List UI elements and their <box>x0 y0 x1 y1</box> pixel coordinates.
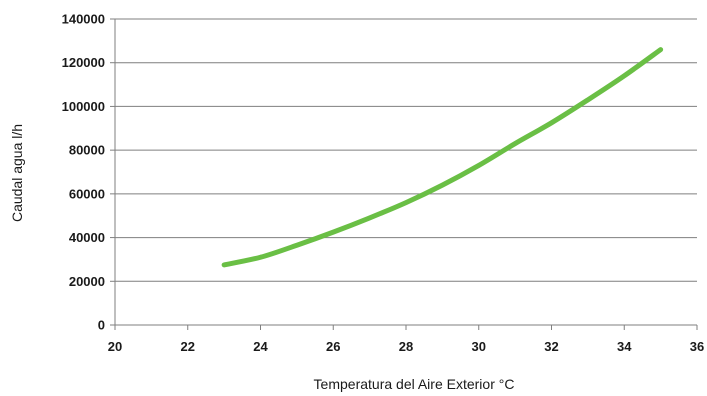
x-tick-label: 26 <box>326 339 340 354</box>
x-tick-label: 32 <box>544 339 558 354</box>
y-tick-label: 60000 <box>69 186 105 201</box>
x-tick-label: 22 <box>181 339 195 354</box>
x-tick-labels: 20 22 24 26 28 30 32 34 36 <box>108 339 704 354</box>
grid-lines <box>115 18 697 282</box>
y-axis-title: Caudal agua l/h <box>9 124 25 222</box>
y-tick-label: 20000 <box>69 274 105 289</box>
x-tick-label: 20 <box>108 339 122 354</box>
axes <box>110 18 698 330</box>
y-tick-labels: 0 20000 40000 60000 80000 100000 120000 140000 <box>62 12 105 333</box>
x-tick-label: 24 <box>253 339 268 354</box>
y-tick-label: 80000 <box>69 143 105 158</box>
y-tick-label: 40000 <box>69 230 105 245</box>
x-tick-label: 28 <box>399 339 413 354</box>
y-tick-label: 120000 <box>62 55 105 70</box>
y-tick-label: 100000 <box>62 99 105 114</box>
x-tick-label: 30 <box>472 339 486 354</box>
x-tick-label: 36 <box>690 339 704 354</box>
y-tick-label: 0 <box>98 318 105 333</box>
x-axis-title: Temperatura del Aire Exterior °C <box>314 376 515 392</box>
series-line <box>221 47 664 268</box>
x-tick-label: 34 <box>617 339 632 354</box>
series-lines <box>221 47 664 268</box>
y-tick-label: 140000 <box>62 12 105 27</box>
